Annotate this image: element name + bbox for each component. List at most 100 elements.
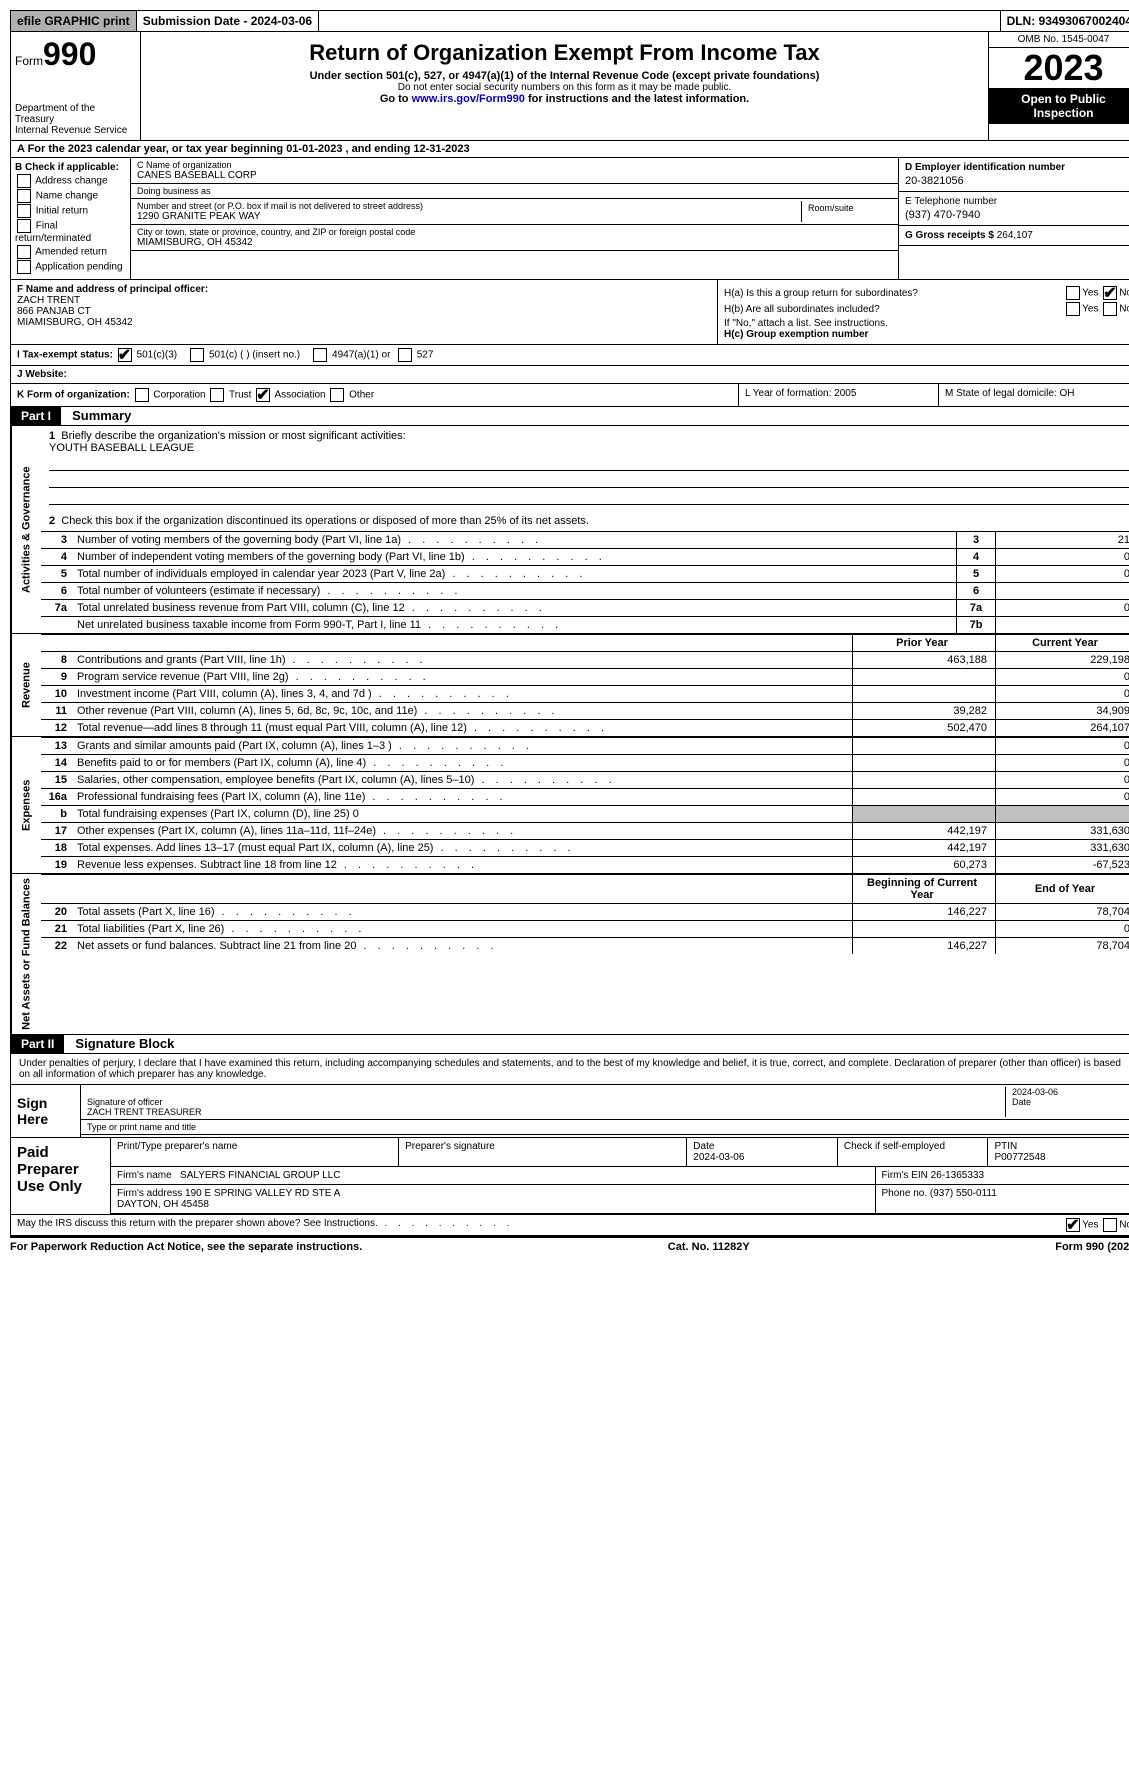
table-row: 9Program service revenue (Part VIII, lin… (41, 669, 1129, 686)
row-i-tax-status: I Tax-exempt status: 501(c)(3) 501(c) ( … (10, 345, 1129, 366)
tel-value: (937) 470-7940 (905, 207, 1129, 221)
org-name: CANES BASEBALL CORP (137, 170, 892, 181)
section-bcd: B Check if applicable: Address change Na… (10, 158, 1129, 279)
officer-addr2: MIAMISBURG, OH 45342 (17, 317, 711, 328)
sign-here-label: Sign Here (11, 1085, 81, 1137)
col-f-officer: F Name and address of principal officer:… (11, 280, 718, 344)
table-row: 19Revenue less expenses. Subtract line 1… (41, 857, 1129, 874)
form-title: Return of Organization Exempt From Incom… (149, 40, 980, 66)
chk-other[interactable] (330, 388, 344, 402)
submission-date: Submission Date - 2024-03-06 (137, 11, 319, 31)
form-number: Form990 (15, 36, 136, 73)
chk-final-return[interactable]: Final return/terminated (15, 219, 126, 244)
sig-date-label: Date (1012, 1097, 1031, 1107)
row-klm: K Form of organization: Corporation Trus… (10, 384, 1129, 407)
table-row: 13Grants and similar amounts paid (Part … (41, 738, 1129, 755)
goto-line: Go to www.irs.gov/Form990 for instructio… (149, 93, 980, 105)
chk-amended-return[interactable]: Amended return (15, 245, 126, 259)
chk-name-change[interactable]: Name change (15, 189, 126, 203)
cat-no: Cat. No. 11282Y (668, 1241, 750, 1253)
table-row: 5Total number of individuals employed in… (41, 566, 1129, 583)
form-subtitle: Under section 501(c), 527, or 4947(a)(1)… (149, 70, 980, 82)
part-1-label: Part I (11, 407, 61, 425)
gross-value: 264,107 (997, 230, 1033, 241)
irs-link[interactable]: www.irs.gov/Form990 (412, 93, 525, 105)
ha-yes[interactable] (1066, 286, 1080, 300)
part-1-title: Summary (64, 406, 139, 425)
ptin-value: P00772548 (994, 1152, 1045, 1163)
vlabel-expenses: Expenses (11, 737, 41, 873)
chk-527[interactable] (398, 348, 412, 362)
chk-501c[interactable] (190, 348, 204, 362)
hdr-current-year: Current Year (996, 635, 1129, 652)
discuss-no[interactable] (1103, 1218, 1117, 1232)
pra-notice: For Paperwork Reduction Act Notice, see … (10, 1241, 362, 1253)
hdr-prior-year: Prior Year (853, 635, 996, 652)
street-value: 1290 GRANITE PEAK WAY (137, 211, 801, 222)
hb-no[interactable] (1103, 302, 1117, 316)
street-label: Number and street (or P.O. box if mail i… (137, 201, 801, 211)
table-row: 7aTotal unrelated business revenue from … (41, 600, 1129, 617)
officer-name: ZACH TRENT (17, 295, 711, 306)
phone-value: (937) 550-0111 (930, 1188, 997, 1199)
efile-label[interactable]: efile GRAPHIC print (11, 11, 137, 31)
table-row: 10Investment income (Part VIII, column (… (41, 686, 1129, 703)
chk-association[interactable] (256, 388, 270, 402)
chk-application-pending[interactable]: Application pending (15, 260, 126, 274)
table-row: 14Benefits paid to or for members (Part … (41, 755, 1129, 772)
line-2: 2 Check this box if the organization dis… (41, 511, 1129, 531)
dba-label: Doing business as (137, 186, 892, 196)
ein-value: 20-3821056 (905, 173, 1129, 187)
ptin-label: PTIN (994, 1141, 1017, 1152)
line-1: 1 Briefly describe the organization's mi… (41, 426, 1129, 511)
table-row: 18Total expenses. Add lines 13–17 (must … (41, 840, 1129, 857)
chk-trust[interactable] (210, 388, 224, 402)
col-d-ein: D Employer identification number 20-3821… (898, 158, 1129, 279)
page-footer: For Paperwork Reduction Act Notice, see … (10, 1236, 1129, 1256)
table-row: 3Number of voting members of the governi… (41, 532, 1129, 549)
city-label: City or town, state or province, country… (137, 227, 892, 237)
chk-4947[interactable] (313, 348, 327, 362)
m-state-domicile: M State of legal domicile: OH (938, 384, 1129, 406)
chk-501c3[interactable] (118, 348, 132, 362)
phone-label: Phone no. (882, 1188, 928, 1199)
ein-label: D Employer identification number (905, 162, 1129, 173)
hdr-end-year: End of Year (996, 875, 1129, 904)
prep-date-label: Date (693, 1141, 714, 1152)
chk-address-change[interactable]: Address change (15, 174, 126, 188)
table-row: bTotal fundraising expenses (Part IX, co… (41, 806, 1129, 823)
hdr-begin-year: Beginning of Current Year (853, 875, 996, 904)
form-ref: Form 990 (2023) (1055, 1241, 1129, 1253)
tax-year: 2023 (989, 48, 1129, 88)
prep-sig-label: Preparer's signature (405, 1141, 495, 1152)
ha-no[interactable] (1103, 286, 1117, 300)
table-row: 16aProfessional fundraising fees (Part I… (41, 789, 1129, 806)
section-governance: Activities & Governance 1 Briefly descri… (10, 426, 1129, 634)
discuss-yes[interactable] (1066, 1218, 1080, 1232)
open-to-public: Open to Public Inspection (989, 88, 1129, 124)
table-row: 17Other expenses (Part IX, column (A), l… (41, 823, 1129, 840)
table-row: 11Other revenue (Part VIII, column (A), … (41, 703, 1129, 720)
vlabel-net-assets: Net Assets or Fund Balances (11, 874, 41, 1034)
prep-name-label: Print/Type preparer's name (117, 1141, 237, 1152)
ssn-notice: Do not enter social security numbers on … (149, 82, 980, 93)
firm-ein-label: Firm's EIN (882, 1170, 928, 1181)
col-b-checkboxes: B Check if applicable: Address change Na… (11, 158, 131, 279)
row-a-tax-year: A For the 2023 calendar year, or tax yea… (10, 141, 1129, 158)
city-value: MIAMISBURG, OH 45342 (137, 237, 892, 248)
hb-yes[interactable] (1066, 302, 1080, 316)
firm-ein: 26-1365333 (931, 1170, 984, 1181)
chk-corporation[interactable] (135, 388, 149, 402)
ha-label: H(a) Is this a group return for subordin… (724, 288, 918, 299)
signature-block: Under penalties of perjury, I declare th… (10, 1054, 1129, 1215)
mission-text: YOUTH BASEBALL LEAGUE (49, 442, 194, 454)
perjury-statement: Under penalties of perjury, I declare th… (11, 1054, 1129, 1085)
sig-type-label: Type or print name and title (87, 1122, 1129, 1132)
table-row: 8Contributions and grants (Part VIII, li… (41, 652, 1129, 669)
hb-note: If "No," attach a list. See instructions… (724, 318, 1129, 329)
firm-name: SALYERS FINANCIAL GROUP LLC (180, 1170, 340, 1181)
chk-initial-return[interactable]: Initial return (15, 204, 126, 218)
hb-label: H(b) Are all subordinates included? (724, 304, 880, 315)
part-2-label: Part II (11, 1035, 64, 1053)
table-row: 20Total assets (Part X, line 16)146,2277… (41, 904, 1129, 921)
